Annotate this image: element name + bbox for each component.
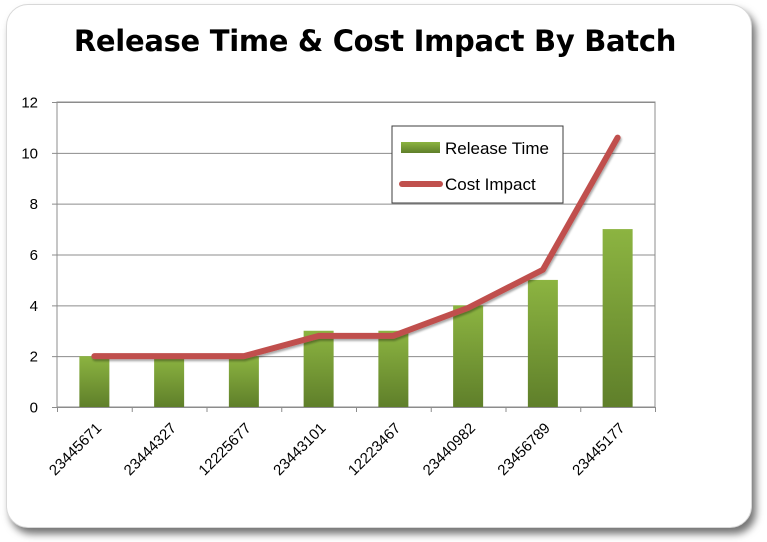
x-tick-label: 23440982: [420, 420, 479, 479]
bar-series: [79, 229, 633, 407]
x-tick-label: 12223467: [345, 420, 404, 479]
bar: [378, 330, 409, 407]
bar: [453, 305, 484, 407]
gridlines: [52, 101, 656, 408]
y-tick-label: 12: [21, 95, 38, 112]
line-series: [91, 134, 621, 360]
bar: [79, 356, 110, 407]
legend-label: Release Time: [445, 139, 549, 158]
x-tick-label: 12225677: [195, 420, 254, 479]
x-tick-label: 23445671: [46, 420, 105, 479]
cost-impact-line: [91, 134, 621, 360]
x-tick-label: 23444327: [121, 420, 180, 479]
y-tick-label: 6: [30, 247, 38, 264]
y-tick-label: 2: [30, 349, 38, 366]
x-axis: 23445671 23444327 12225677 23443101 12223467…: [46, 407, 656, 479]
bar: [602, 229, 633, 407]
bar: [303, 330, 334, 407]
bar: [228, 356, 259, 407]
y-axis: 0 2 4 6 8 10 12: [21, 95, 38, 417]
chart-title: Release Time & Cost Impact By Batch: [73, 24, 677, 58]
bar: [527, 279, 558, 407]
y-tick-label: 0: [30, 400, 38, 417]
legend-swatch-bar: [401, 142, 440, 153]
y-tick-label: 10: [21, 145, 38, 162]
legend-label: Cost Impact: [445, 175, 536, 194]
y-tick-label: 4: [30, 298, 38, 315]
x-tick-label: 23443101: [270, 420, 329, 479]
bar: [154, 356, 185, 407]
x-tick-label: 23456789: [494, 420, 553, 479]
x-tick-label: 23445177: [569, 420, 628, 479]
legend: Release Time Cost Impact: [391, 125, 564, 204]
y-tick-label: 8: [30, 196, 38, 213]
legend-box: [391, 125, 564, 204]
